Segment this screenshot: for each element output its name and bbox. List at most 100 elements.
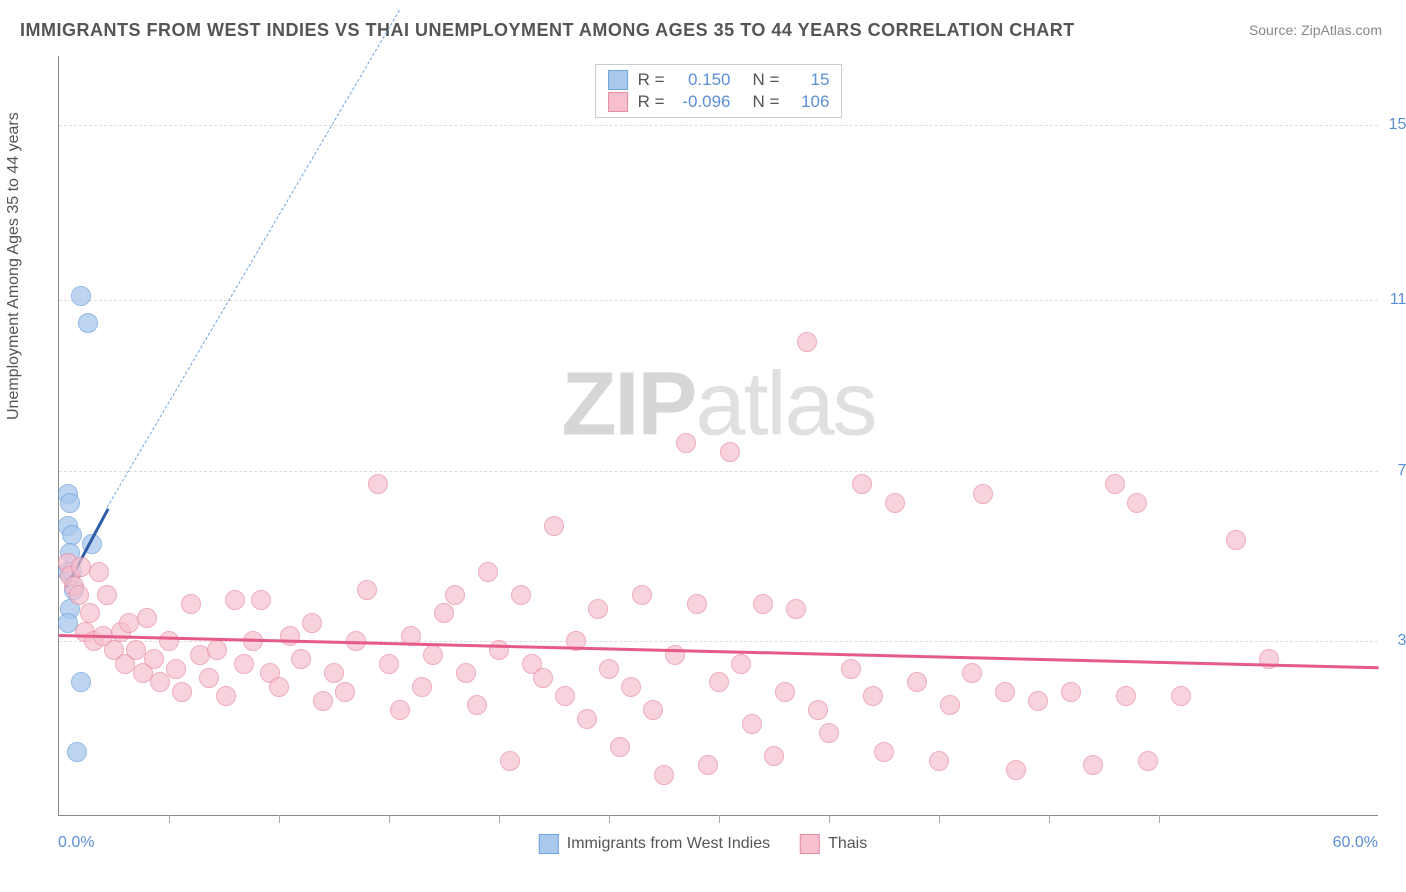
data-point — [1226, 530, 1246, 550]
data-point — [555, 686, 575, 706]
plot-area: ZIPatlas R =0.150N =15R =-0.096N =106 3.… — [58, 56, 1378, 816]
series-legend-item: Immigrants from West Indies — [539, 834, 770, 854]
data-point — [71, 286, 91, 306]
data-point — [489, 640, 509, 660]
data-point — [313, 691, 333, 711]
data-point — [929, 751, 949, 771]
r-value: -0.096 — [675, 92, 731, 112]
data-point — [632, 585, 652, 605]
data-point — [144, 649, 164, 669]
data-point — [940, 695, 960, 715]
data-point — [216, 686, 236, 706]
data-point — [544, 516, 564, 536]
legend-swatch — [608, 70, 628, 90]
data-point — [97, 585, 117, 605]
x-axis-min: 0.0% — [58, 834, 94, 852]
data-point — [324, 663, 344, 683]
x-tick — [499, 815, 500, 823]
data-point — [456, 663, 476, 683]
data-point — [478, 562, 498, 582]
x-tick — [389, 815, 390, 823]
x-tick — [279, 815, 280, 823]
data-point — [874, 742, 894, 762]
x-tick — [939, 815, 940, 823]
stats-legend: R =0.150N =15R =-0.096N =106 — [595, 64, 843, 118]
gridline — [59, 471, 1378, 472]
data-point — [533, 668, 553, 688]
data-point — [720, 442, 740, 462]
gridline — [59, 125, 1378, 126]
data-point — [731, 654, 751, 674]
gridline — [59, 300, 1378, 301]
data-point — [863, 686, 883, 706]
data-point — [775, 682, 795, 702]
n-value: 106 — [789, 92, 829, 112]
stats-legend-row: R =0.150N =15 — [608, 69, 830, 91]
data-point — [60, 493, 80, 513]
x-axis-max: 60.0% — [1333, 834, 1378, 852]
data-point — [379, 654, 399, 674]
x-tick — [829, 815, 830, 823]
data-point — [302, 613, 322, 633]
data-point — [511, 585, 531, 605]
data-point — [1127, 493, 1147, 513]
n-label: N = — [753, 92, 780, 112]
data-point — [907, 672, 927, 692]
legend-swatch — [608, 92, 628, 112]
data-point — [808, 700, 828, 720]
data-point — [797, 332, 817, 352]
data-point — [577, 709, 597, 729]
r-label: R = — [638, 70, 665, 90]
x-tick — [169, 815, 170, 823]
data-point — [368, 474, 388, 494]
data-point — [181, 594, 201, 614]
watermark-light: atlas — [695, 355, 875, 455]
legend-swatch — [539, 834, 559, 854]
r-value: 0.150 — [675, 70, 731, 90]
data-point — [291, 649, 311, 669]
data-point — [973, 484, 993, 504]
data-point — [445, 585, 465, 605]
data-point — [62, 525, 82, 545]
data-point — [89, 562, 109, 582]
data-point — [588, 599, 608, 619]
y-axis-label: Unemployment Among Ages 35 to 44 years — [5, 112, 23, 420]
data-point — [357, 580, 377, 600]
data-point — [962, 663, 982, 683]
data-point — [500, 751, 520, 771]
data-point — [819, 723, 839, 743]
data-point — [412, 677, 432, 697]
data-point — [1171, 686, 1191, 706]
data-point — [269, 677, 289, 697]
data-point — [1083, 755, 1103, 775]
data-point — [1006, 760, 1026, 780]
y-tick-label: 3.8% — [1382, 632, 1406, 650]
data-point — [885, 493, 905, 513]
data-point — [1105, 474, 1125, 494]
data-point — [137, 608, 157, 628]
data-point — [742, 714, 762, 734]
y-tick-label: 7.5% — [1382, 462, 1406, 480]
data-point — [709, 672, 729, 692]
data-point — [150, 672, 170, 692]
r-label: R = — [638, 92, 665, 112]
y-tick-label: 11.2% — [1382, 291, 1406, 309]
x-tick — [1159, 815, 1160, 823]
legend-swatch — [800, 834, 820, 854]
data-point — [687, 594, 707, 614]
watermark: ZIPatlas — [561, 354, 875, 457]
n-label: N = — [753, 70, 780, 90]
series-name: Immigrants from West Indies — [567, 835, 770, 853]
data-point — [335, 682, 355, 702]
chart-title: IMMIGRANTS FROM WEST INDIES VS THAI UNEM… — [20, 20, 1075, 41]
data-point — [234, 654, 254, 674]
data-point — [676, 433, 696, 453]
data-point — [78, 313, 98, 333]
data-point — [610, 737, 630, 757]
data-point — [698, 755, 718, 775]
data-point — [467, 695, 487, 715]
source-label: Source: ZipAtlas.com — [1249, 22, 1382, 38]
data-point — [665, 645, 685, 665]
data-point — [1259, 649, 1279, 669]
data-point — [280, 626, 300, 646]
